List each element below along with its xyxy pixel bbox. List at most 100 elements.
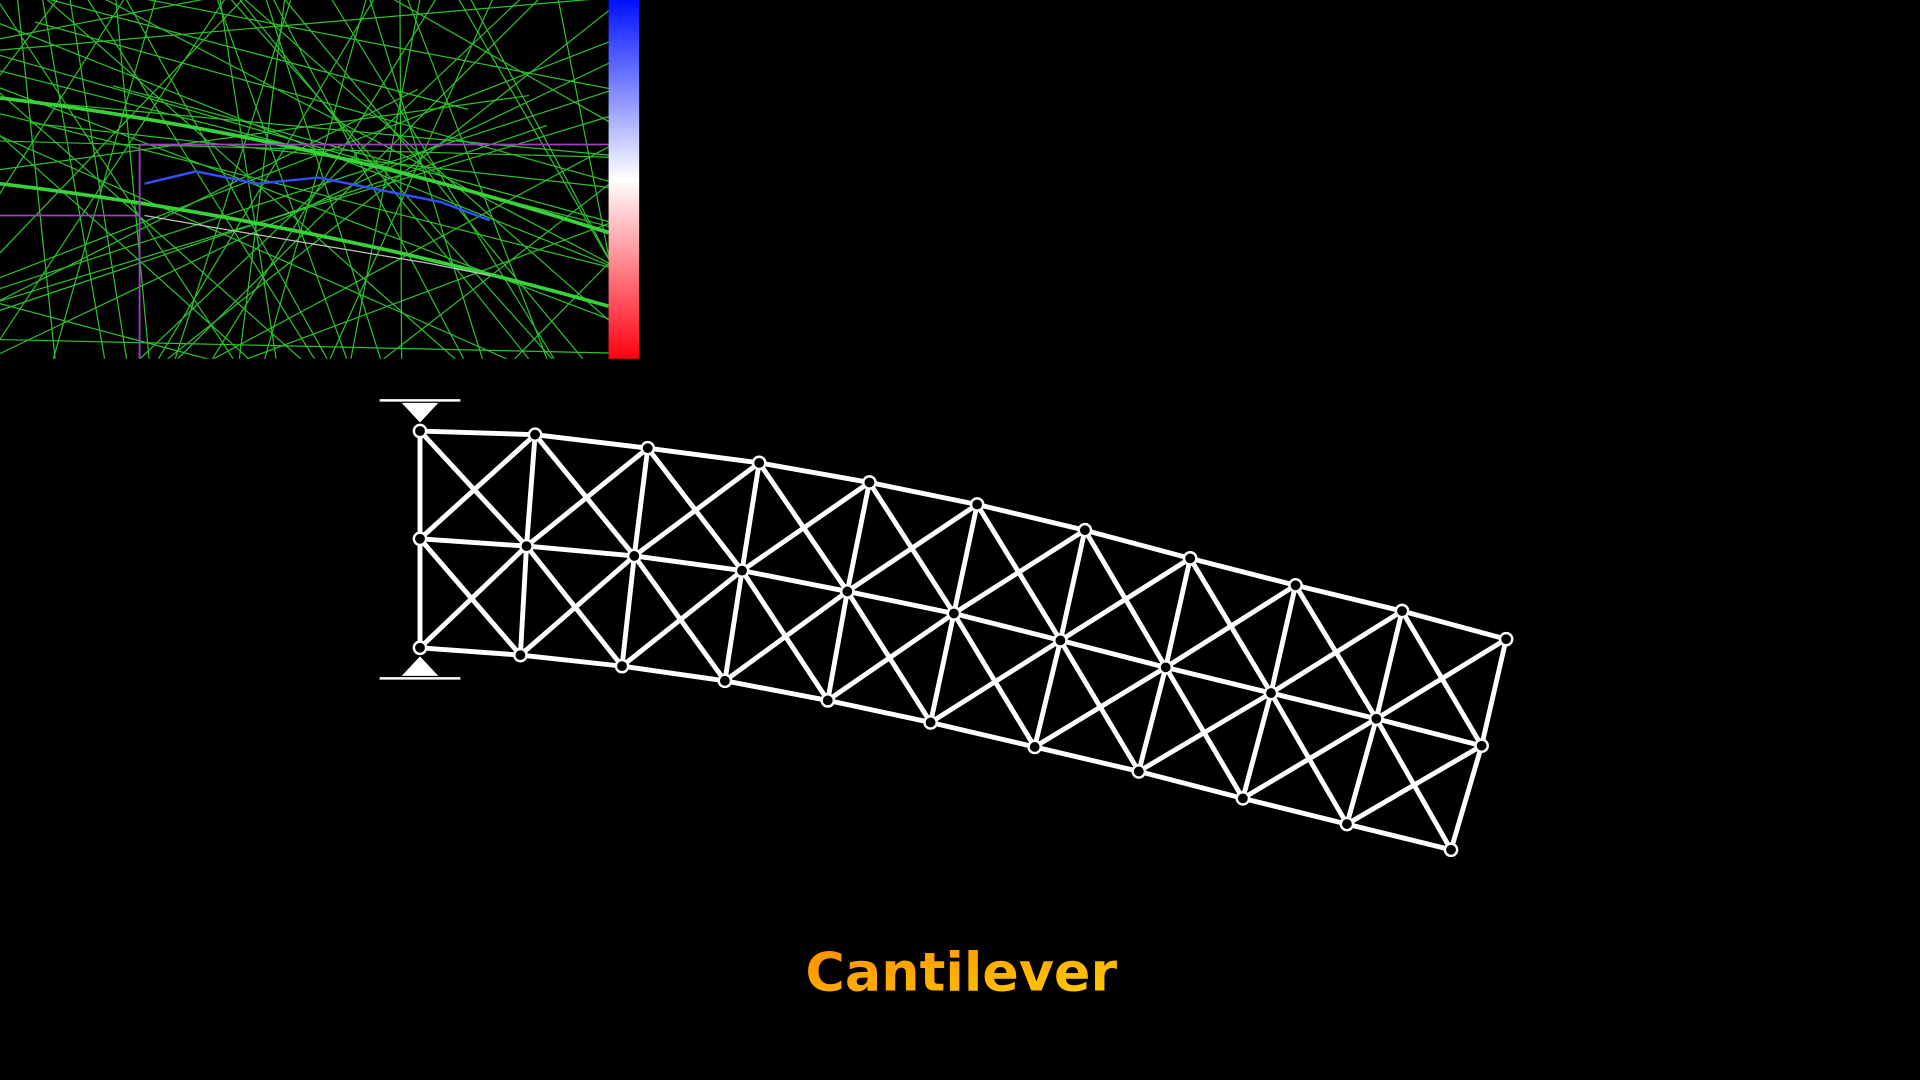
force-line — [174, 0, 292, 359]
force-line — [0, 97, 609, 156]
supports — [379, 399, 461, 680]
force-line — [284, 0, 584, 359]
force-line — [369, 0, 484, 359]
member — [722, 678, 831, 703]
member — [417, 536, 529, 549]
member — [619, 663, 728, 684]
force-line — [393, 0, 609, 123]
member — [1032, 664, 1169, 750]
joint — [1235, 791, 1251, 806]
member — [1240, 716, 1379, 801]
joint — [626, 548, 642, 564]
member — [928, 611, 957, 725]
force-line — [0, 90, 609, 290]
force-line — [458, 0, 609, 261]
joint — [513, 647, 528, 663]
joint — [1131, 764, 1147, 779]
member — [1163, 582, 1298, 670]
joint — [751, 455, 767, 471]
force-line — [212, 146, 609, 359]
force-line — [52, 0, 157, 359]
joint — [519, 538, 534, 554]
force-line — [329, 0, 493, 359]
member — [1032, 637, 1063, 750]
member — [1057, 555, 1193, 643]
member — [1163, 555, 1193, 670]
joint — [1443, 842, 1459, 858]
joint — [1339, 816, 1355, 832]
joint — [614, 658, 630, 674]
force-line — [557, 0, 609, 259]
member — [739, 480, 872, 574]
force-band — [0, 181, 609, 308]
joint — [412, 423, 428, 439]
member — [619, 553, 637, 669]
force-line — [331, 0, 555, 359]
member — [417, 428, 538, 438]
force-band — [0, 96, 609, 235]
joint — [1077, 522, 1093, 538]
force-line — [0, 0, 204, 40]
force-line — [470, 0, 609, 260]
member — [619, 568, 745, 669]
joint — [412, 531, 428, 547]
member — [756, 460, 872, 485]
force-line — [0, 338, 609, 354]
force-line — [0, 0, 225, 341]
joint — [969, 497, 985, 512]
member — [1240, 795, 1350, 827]
force-line — [245, 222, 609, 359]
joint — [1288, 577, 1303, 593]
member — [517, 553, 637, 658]
member — [1344, 821, 1454, 853]
force-line — [407, 0, 548, 359]
force-line — [157, 0, 375, 359]
force-line — [0, 113, 609, 268]
joint — [717, 673, 733, 689]
force-line — [17, 0, 56, 359]
force-line — [125, 0, 328, 359]
member — [951, 611, 1063, 643]
color-bar — [608, 0, 640, 359]
force-line — [0, 41, 609, 279]
member — [722, 568, 745, 684]
member — [631, 460, 762, 559]
member — [1268, 582, 1298, 696]
member — [739, 460, 762, 574]
force-line — [0, 302, 210, 359]
member — [825, 697, 934, 725]
member — [524, 445, 651, 549]
member — [722, 588, 850, 684]
member — [631, 553, 745, 574]
force-line — [399, 0, 403, 359]
member — [1344, 716, 1379, 827]
force-line — [230, 0, 553, 359]
force-line — [0, 62, 609, 355]
member — [417, 432, 538, 542]
force-line — [273, 0, 465, 359]
force-line — [29, 122, 609, 188]
member — [417, 645, 523, 658]
member — [517, 543, 529, 658]
joint — [862, 475, 877, 490]
force-line — [49, 0, 469, 110]
force-line — [42, 0, 106, 359]
joint — [1498, 631, 1514, 647]
member — [1032, 744, 1142, 774]
force-line — [239, 0, 530, 359]
force-line — [34, 21, 609, 182]
member — [1268, 690, 1379, 722]
force-line — [69, 0, 128, 359]
member — [1082, 527, 1193, 561]
force-line — [0, 2, 234, 359]
force-line — [115, 0, 150, 359]
joint — [640, 440, 656, 456]
member — [951, 502, 980, 616]
member — [1344, 743, 1485, 827]
joint — [1053, 633, 1068, 648]
member — [1057, 527, 1088, 643]
force-line — [0, 70, 609, 228]
member — [1163, 664, 1274, 696]
force-line — [0, 0, 243, 254]
